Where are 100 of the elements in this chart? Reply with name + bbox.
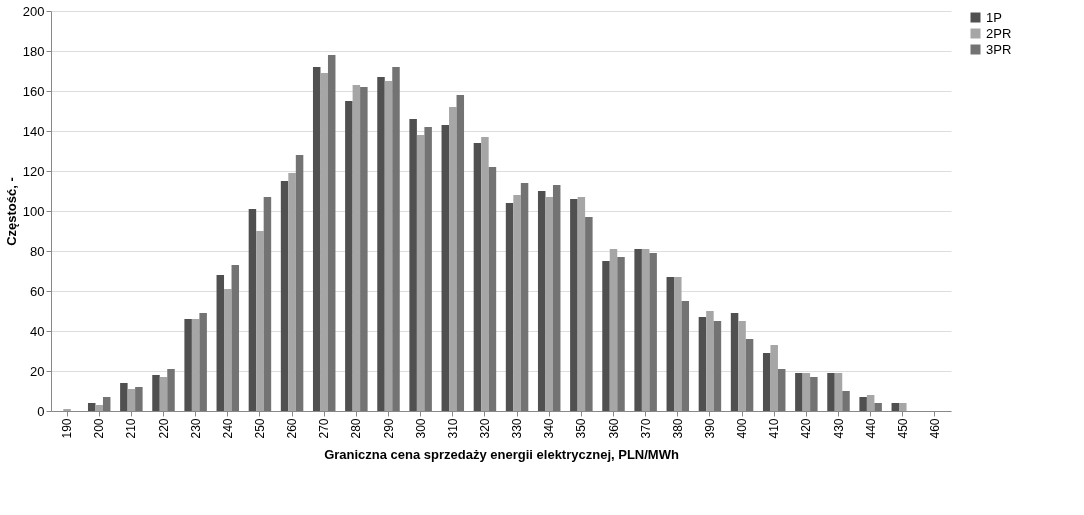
bar [488,167,497,411]
bar [473,143,482,411]
bar [795,373,803,411]
bar [312,67,321,411]
x-tick-label: 290 [381,418,396,439]
x-axis-title: Graniczna cena sprzedaży energii elektrycznej, PLN/MWh [324,446,679,462]
x-tick-label: 200 [92,418,107,439]
bar [810,377,818,411]
x-tick-label: 250 [252,418,267,439]
bar [120,383,128,411]
legend-label: 1P [986,9,1002,25]
y-tick-label: 120 [22,163,45,179]
x-tick-label: 360 [606,418,621,439]
legend-label: 3PR [986,41,1012,57]
bar [827,373,835,411]
bar [360,87,368,411]
x-tick-label: 310 [445,418,460,439]
bar [216,275,225,411]
bar [738,321,746,411]
bar [505,203,514,411]
y-tick-label: 40 [30,323,45,339]
bar [184,319,192,411]
bar [199,313,207,411]
bar [256,231,264,411]
bar [713,321,722,411]
bar [441,125,450,411]
bar [802,373,811,411]
bar [263,197,272,411]
y-tick-label: 200 [22,3,45,19]
bar [481,137,489,411]
bar [585,217,593,411]
x-tick-label: 300 [413,418,428,439]
y-tick-label: 140 [22,123,45,139]
bar [295,155,304,411]
bar [102,397,111,411]
bar [95,405,103,411]
bar [602,261,610,411]
bar [327,55,336,411]
y-tick-label: 60 [30,283,45,299]
bar [874,403,882,411]
bar [698,317,707,411]
x-tick-label: 220 [156,418,171,439]
y-tick-label: 0 [37,403,45,419]
bar [762,353,771,411]
bar [456,95,465,411]
bar [377,77,385,411]
x-tick-label: 240 [220,418,235,439]
bar [537,191,546,411]
x-tick-label: 320 [477,418,492,439]
bar [891,403,900,411]
bar [513,195,521,411]
bar [159,377,168,411]
bar [280,181,289,411]
bar [224,289,232,411]
x-tick-label: 370 [638,418,653,439]
bar [248,209,257,411]
bar [127,389,136,411]
bar [617,257,625,411]
bar [674,277,682,411]
bar [384,81,393,411]
bar [666,277,675,411]
bar [416,135,425,411]
bar [681,301,690,411]
y-tick-label: 180 [22,43,45,59]
bar [520,183,529,411]
bar [409,119,417,411]
x-tick-label: 280 [349,418,364,439]
bar [842,391,850,411]
bar [866,395,875,411]
x-tick-label: 380 [670,418,685,439]
x-tick-label: 420 [799,418,814,439]
bar [288,173,296,411]
x-tick-label: 340 [542,418,557,439]
y-tick-label: 100 [22,203,45,219]
bar [345,101,353,411]
bar [424,127,432,411]
x-tick-label: 430 [831,418,846,439]
y-tick-label: 160 [22,83,45,99]
x-tick-label: 460 [927,418,942,439]
x-tick-label: 270 [317,418,332,439]
bar [552,185,561,411]
x-tick-label: 390 [702,418,717,439]
bar [545,197,553,411]
bar [859,397,867,411]
bar [231,265,240,411]
bar [577,197,586,411]
bar [320,73,328,411]
x-tick-label: 210 [124,418,139,439]
y-tick-label: 20 [30,363,45,379]
x-tick-label: 410 [767,418,782,439]
bar [706,311,714,411]
bar [152,375,160,411]
bar [649,253,657,411]
x-tick-label: 450 [895,418,910,439]
bar [570,199,578,411]
bar [191,319,200,411]
bar [609,249,618,411]
bar [135,387,143,411]
x-tick-label: 350 [574,418,589,439]
bar [392,67,400,411]
